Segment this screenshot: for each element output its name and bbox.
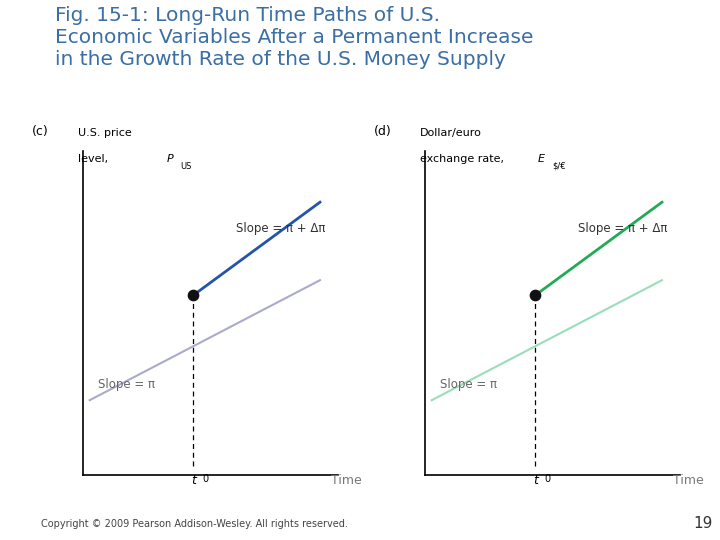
Text: U.S. price: U.S. price — [78, 128, 132, 138]
Text: Time: Time — [331, 474, 362, 487]
Text: Time: Time — [673, 474, 704, 487]
Text: (c): (c) — [32, 125, 48, 138]
Text: US: US — [180, 161, 192, 171]
Text: t: t — [191, 474, 196, 487]
Text: level,: level, — [78, 154, 112, 164]
Point — [530, 291, 541, 300]
Text: 19: 19 — [694, 516, 713, 531]
Text: Slope = π: Slope = π — [98, 378, 155, 391]
Point — [188, 291, 199, 300]
Text: 0: 0 — [544, 474, 551, 484]
Text: Slope = π + Δπ: Slope = π + Δπ — [236, 222, 325, 235]
Text: Dollar/euro: Dollar/euro — [420, 128, 482, 138]
Text: exchange rate,: exchange rate, — [420, 154, 507, 164]
Text: Slope = π + Δπ: Slope = π + Δπ — [578, 222, 667, 235]
Text: Slope = π: Slope = π — [440, 378, 497, 391]
Text: $/€: $/€ — [552, 161, 566, 171]
Text: t: t — [533, 474, 538, 487]
Text: Fig. 15-1: Long-Run Time Paths of U.S.
Economic Variables After a Permanent Incr: Fig. 15-1: Long-Run Time Paths of U.S. E… — [55, 6, 534, 70]
Text: E: E — [537, 154, 544, 164]
Text: 0: 0 — [202, 474, 209, 484]
Text: (d): (d) — [374, 125, 392, 138]
Text: Copyright © 2009 Pearson Addison-Wesley. All rights reserved.: Copyright © 2009 Pearson Addison-Wesley.… — [42, 519, 348, 529]
Text: P: P — [167, 154, 174, 164]
